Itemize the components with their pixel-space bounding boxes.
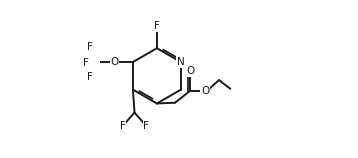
Text: O: O: [201, 86, 209, 96]
Text: F: F: [87, 72, 93, 82]
Text: F: F: [144, 121, 149, 131]
Text: O: O: [186, 66, 194, 76]
Text: F: F: [83, 58, 89, 68]
Text: N: N: [177, 57, 185, 67]
Text: F: F: [87, 42, 93, 52]
Text: F: F: [120, 121, 126, 131]
Text: F: F: [154, 21, 160, 31]
Text: O: O: [111, 57, 119, 67]
